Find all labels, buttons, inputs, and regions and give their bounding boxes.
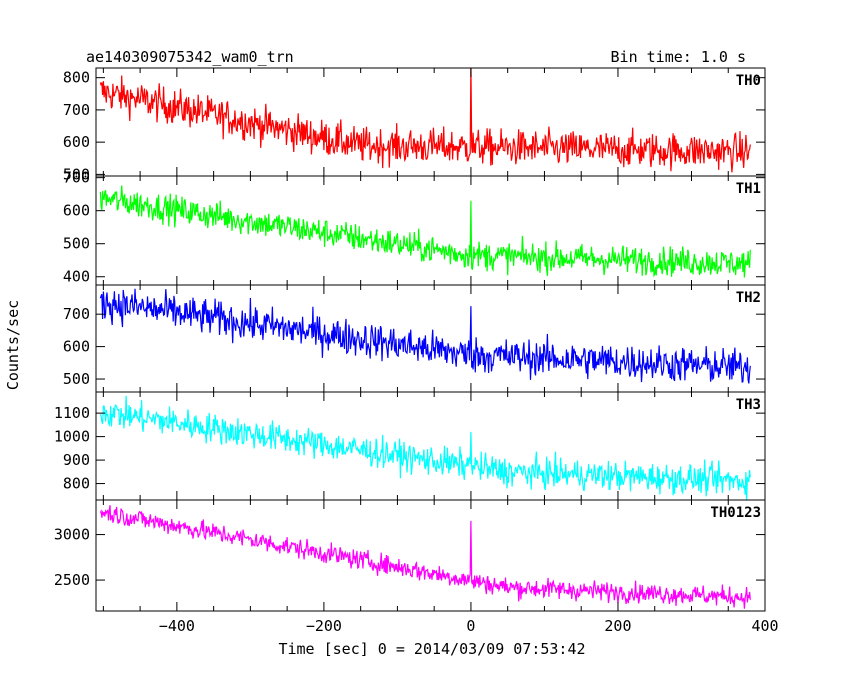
series-line-th3 <box>99 395 751 500</box>
y-tick-label: 800 <box>63 475 90 493</box>
y-tick-label: 700 <box>63 101 90 119</box>
y-tick-label: 1100 <box>54 404 90 422</box>
x-tick-label: −400 <box>159 617 195 635</box>
x-tick-labels: −400 −200 0 200 400 <box>159 617 779 635</box>
y-tick-label: 600 <box>63 133 90 151</box>
y-tick-label: 700 <box>63 305 90 323</box>
series-line-th0 <box>99 68 751 173</box>
x-axis-label: Time [sec] 0 = 2014/03/09 07:53:42 <box>278 640 585 658</box>
panels-group: 500 600 700 800 TH0 400 500 600 700 TH1 500 600 700 T… <box>54 67 779 635</box>
y-axis-label: Counts/sec <box>4 300 22 390</box>
panel-th3: 800 900 1000 1100 TH3 <box>54 391 766 501</box>
x-tick-label: 400 <box>751 617 778 635</box>
series-line-th1 <box>99 185 751 278</box>
y-tick-label: 600 <box>63 202 90 220</box>
x-tick-label: −200 <box>306 617 342 635</box>
panel-label-th1: TH1 <box>736 181 761 197</box>
y-tick-label: 700 <box>63 169 90 187</box>
panel-th0: 500 600 700 800 TH0 <box>63 67 766 183</box>
x-tick-label: 0 <box>466 617 475 635</box>
y-tick-label: 500 <box>63 235 90 253</box>
y-tick-label: 400 <box>63 268 90 286</box>
bin-time-label: Bin time: 1.0 s <box>611 48 746 66</box>
y-tick-label: 900 <box>63 451 90 469</box>
panel-th0123: 2500 3000 TH0123 <box>54 499 766 612</box>
y-tick-label: 800 <box>63 69 90 87</box>
panel-label-th2: TH2 <box>736 290 761 306</box>
panel-label-th0123: TH0123 <box>710 505 761 521</box>
panel-frame <box>95 284 766 393</box>
panel-frame <box>95 391 766 501</box>
series-line-th0123 <box>99 505 751 609</box>
panel-label-th0: TH0 <box>736 73 761 89</box>
y-tick-label: 2500 <box>54 571 90 589</box>
y-tick-label: 500 <box>63 370 90 388</box>
y-tick-label: 1000 <box>54 428 90 446</box>
chart-title: ae140309075342_wam0_trn <box>86 48 294 66</box>
series-line-th2 <box>99 288 751 384</box>
x-tick-label: 200 <box>604 617 631 635</box>
y-tick-label: 600 <box>63 338 90 356</box>
panel-th2: 500 600 700 TH2 <box>63 284 766 393</box>
y-tick-label: 500 <box>63 165 90 183</box>
panel-th1: 400 500 600 700 TH1 <box>63 169 766 286</box>
y-tick-label: 3000 <box>54 526 90 544</box>
panel-label-th3: TH3 <box>736 397 761 413</box>
panel-frame <box>95 499 766 612</box>
